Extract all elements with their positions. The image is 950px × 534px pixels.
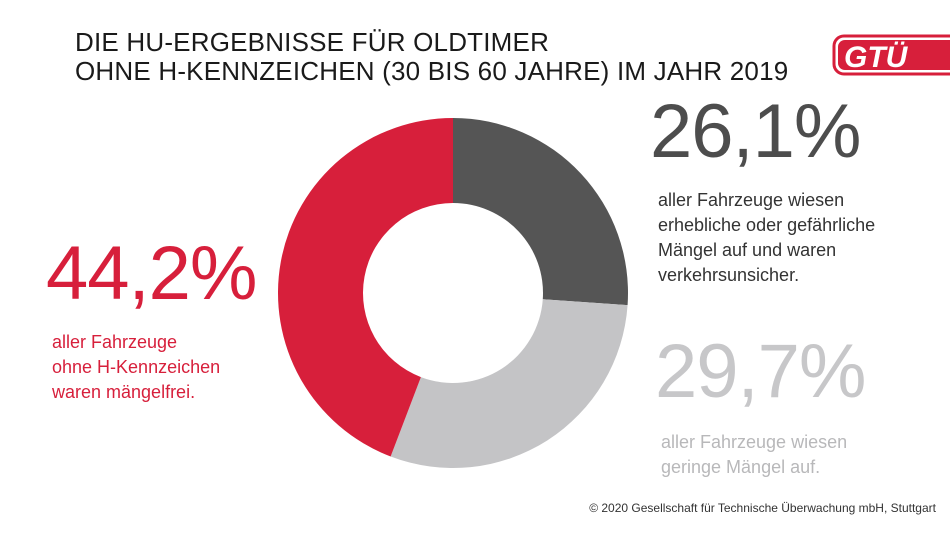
desc-line: geringe Mängel auf.: [661, 457, 821, 477]
stat-unsafe-description: aller Fahrzeuge wiesen erhebliche oder g…: [658, 188, 875, 288]
desc-line: erhebliche oder gefährliche: [658, 215, 876, 235]
stat-minor-defects-description: aller Fahrzeuge wiesen geringe Mängel au…: [661, 430, 866, 480]
stat-unsafe-percent: 26,1%: [650, 89, 862, 174]
stat-minor-defects-percent: 29,7%: [655, 329, 866, 414]
donut-slice-1: [390, 299, 628, 468]
title-line-2: OHNE H-KENNZEICHEN (30 BIS 60 JAHRE) IM …: [75, 56, 789, 86]
desc-line: ohne H-Kennzeichen: [52, 357, 221, 377]
donut-slice-0: [453, 118, 628, 306]
logo-text: GTÜ: [844, 41, 909, 74]
chart-title: DIE HU-ERGEBNISSE FÜR OLDTIMER OHNE H-KE…: [75, 28, 788, 86]
stat-unsafe: 26,1% aller Fahrzeuge wiesen erhebliche …: [650, 94, 875, 288]
donut-slice-2: [278, 118, 453, 457]
desc-line: aller Fahrzeuge wiesen: [661, 432, 848, 452]
stat-defect-free-description: aller Fahrzeuge ohne H-Kennzeichen waren…: [52, 330, 257, 405]
desc-line: waren mängelfrei.: [52, 382, 196, 402]
title-line-1: DIE HU-ERGEBNISSE FÜR OLDTIMER: [75, 27, 550, 57]
gtu-logo: GTÜ: [832, 34, 950, 76]
desc-line: Mängel auf und waren: [658, 240, 837, 260]
stat-defect-free: 44,2% aller Fahrzeuge ohne H-Kennzeichen…: [46, 236, 257, 405]
stat-minor-defects: 29,7% aller Fahrzeuge wiesen geringe Män…: [655, 334, 866, 480]
stat-defect-free-percent: 44,2%: [46, 231, 257, 316]
donut-chart: [278, 118, 628, 468]
copyright-footer: © 2020 Gesellschaft für Technische Überw…: [589, 501, 936, 515]
desc-line: aller Fahrzeuge: [52, 332, 178, 352]
desc-line: aller Fahrzeuge wiesen: [658, 190, 845, 210]
desc-line: verkehrsunsicher.: [658, 265, 800, 285]
